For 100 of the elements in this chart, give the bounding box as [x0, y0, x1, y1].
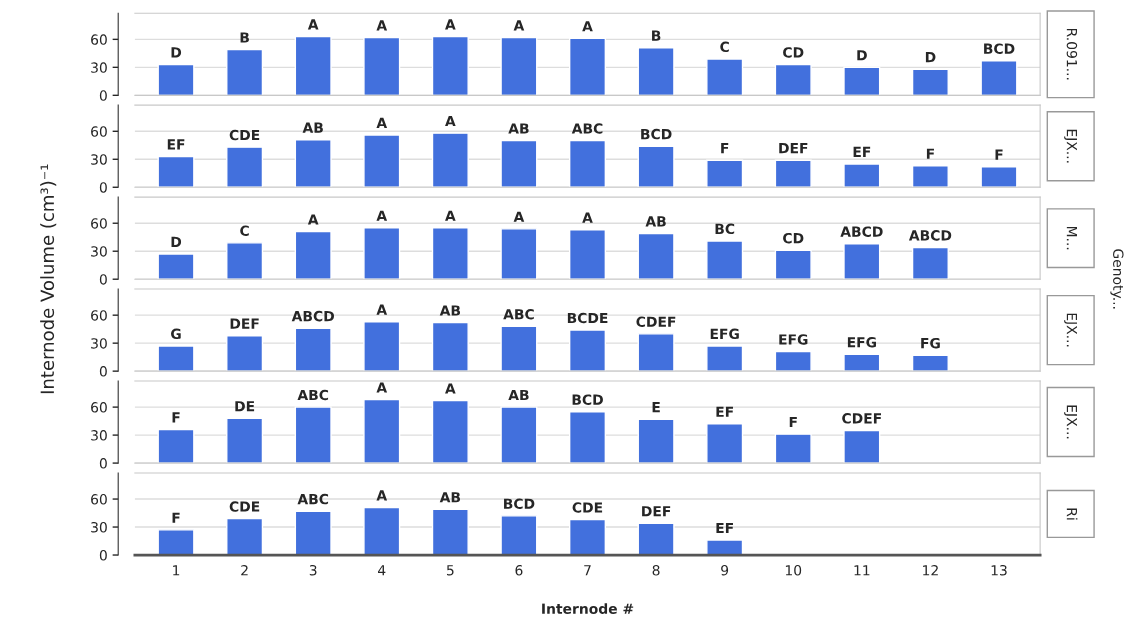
y-tick-label: 0 [99, 458, 107, 469]
data-label: CD [783, 47, 804, 58]
data-label: A [513, 211, 525, 222]
data-label: ABC [297, 389, 329, 401]
y-axis-title: EJX... [1064, 129, 1077, 163]
data-label: EFG [847, 336, 876, 348]
data-label: D [171, 47, 182, 58]
x-tick-label: 5 [447, 565, 454, 576]
bar [157, 155, 195, 188]
data-label: CDEF [842, 413, 881, 424]
x-tick-label: 1 [173, 565, 180, 576]
data-label: A [307, 214, 319, 225]
data-label: DE [235, 401, 255, 412]
data-label: AB [439, 305, 461, 316]
y-tick-label: 0 [99, 182, 107, 193]
data-label: AB [645, 216, 666, 227]
y-axis-title: EJX... [1064, 313, 1077, 347]
data-label: A [445, 210, 456, 221]
bar [157, 253, 195, 280]
data-label: F [172, 412, 180, 423]
bar [637, 232, 675, 280]
data-label: EF [716, 522, 733, 534]
y-tick-label: 0 [99, 366, 107, 377]
bar [911, 68, 949, 96]
data-label: F [995, 149, 1003, 160]
bar [500, 228, 538, 280]
data-label: BCDE [567, 312, 608, 324]
data-label: A [376, 20, 388, 31]
bar [226, 48, 264, 96]
data-label: A [445, 383, 456, 394]
bar [706, 58, 744, 96]
bar [431, 35, 469, 96]
bar [294, 138, 332, 188]
y-tick-label: 60 [91, 402, 107, 413]
y-tick-label: 30 [91, 430, 107, 441]
bar [706, 345, 744, 372]
bar [226, 146, 264, 188]
bar [431, 508, 469, 556]
data-label: A [513, 20, 525, 31]
bar [637, 47, 675, 96]
bar [226, 242, 264, 280]
bar [226, 335, 264, 372]
bar [568, 329, 607, 372]
data-label: C [720, 41, 729, 53]
data-label: ABC [297, 493, 329, 505]
data-label: A [376, 382, 388, 393]
data-label: DEF [642, 506, 671, 517]
bar [911, 246, 949, 280]
data-label: A [376, 117, 388, 128]
data-label: D [171, 236, 182, 247]
data-label: CDE [229, 501, 260, 512]
bar [843, 429, 881, 464]
data-label: DEF [779, 143, 808, 154]
bar [568, 411, 607, 464]
y-axis-title: R.091... [1066, 28, 1078, 80]
bar [226, 517, 264, 556]
data-label: B [240, 32, 249, 43]
text: Genoty... [1110, 249, 1124, 309]
x-tick-label: 7 [584, 565, 591, 576]
y-tick-label: 30 [91, 246, 107, 257]
data-label: A [445, 115, 456, 127]
x-tick-label: 12 [923, 565, 938, 576]
data-label: EFG [710, 328, 739, 340]
data-label: FG [921, 337, 940, 349]
data-label: CDE [572, 502, 603, 513]
bar [980, 60, 1018, 96]
bar [637, 333, 675, 372]
bar [774, 350, 812, 372]
data-label: F [721, 143, 729, 154]
bar [431, 227, 469, 280]
y-tick-label: 30 [91, 338, 107, 349]
bar [911, 354, 949, 372]
bar [363, 506, 401, 556]
data-label: BCD [572, 394, 603, 405]
x-axis-title: Internode # [542, 603, 634, 614]
y-axis-title: M... [1066, 226, 1077, 250]
data-label: E [652, 402, 660, 413]
y-tick-label: 60 [91, 34, 107, 45]
data-label: F [926, 148, 934, 159]
bar [637, 145, 675, 188]
y-tick-label: 0 [99, 274, 107, 285]
bar [500, 515, 538, 556]
data-label: A [307, 19, 319, 30]
data-label: ABCD [291, 310, 334, 322]
bar [294, 327, 332, 372]
bar [568, 37, 607, 96]
bar [774, 63, 812, 96]
data-label: ABC [503, 309, 534, 320]
data-label: A [445, 19, 456, 30]
bar [774, 159, 812, 188]
y-axis-title: Ri [1066, 508, 1078, 520]
x-tick-label: 11 [854, 565, 870, 576]
x-tick-label: 6 [515, 565, 523, 576]
bar [431, 399, 469, 464]
text: Internode Volume (cm³)⁻¹ [40, 164, 57, 394]
y-tick-label: 30 [91, 62, 107, 73]
bar [637, 522, 675, 556]
data-label: G [171, 328, 181, 340]
bar [843, 353, 881, 372]
y-tick-label: 60 [91, 310, 107, 321]
